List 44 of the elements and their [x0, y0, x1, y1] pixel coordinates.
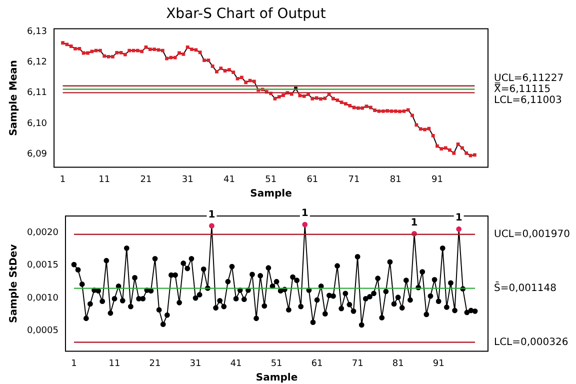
y-tick-label: 6,09: [26, 149, 48, 160]
x-tick-label: 41: [223, 174, 235, 185]
y-tick-label: 0,0020: [26, 228, 59, 238]
x-tick-label: 61: [311, 358, 323, 369]
x-tick-label: 91: [432, 358, 444, 369]
x-tick-label: 61: [306, 174, 318, 185]
x-tick-label: 11: [108, 358, 120, 369]
annotation: 1: [301, 208, 308, 220]
x-tick-label: 51: [270, 358, 282, 369]
chart-title: Xbar-S Chart of Output: [166, 6, 326, 22]
y-tick-label: 0,0015: [26, 260, 58, 271]
ref-line-label: S̄=0,001148: [494, 281, 556, 294]
x-tick-label: 51: [265, 174, 277, 185]
x-tick-label: 21: [140, 174, 152, 185]
x-tick-label: 81: [392, 358, 404, 369]
x-axis-title: Sample: [250, 188, 292, 200]
y-axis-title: Sample Mean: [8, 60, 20, 136]
ref-line-label: UCL=6,11227: [494, 72, 564, 84]
x-tick-label: 1: [60, 174, 66, 185]
x-tick-label: 91: [432, 174, 443, 185]
y-tick-label: 6,11: [26, 88, 48, 98]
x-axis-title: Sample: [256, 372, 298, 384]
x-tick-label: 41: [230, 358, 242, 369]
y-tick-label: 0,0005: [26, 326, 58, 336]
y-tick-label: 6,12: [26, 58, 48, 68]
annotation: 1: [455, 212, 462, 224]
x-tick-label: 71: [348, 174, 360, 185]
y-tick-label: 6,10: [26, 118, 48, 129]
x-tick-label: 21: [149, 358, 161, 369]
y-axis-title: Sample StDev: [8, 244, 20, 324]
ref-line-label: UCL=0,001970: [494, 228, 570, 240]
x-tick-label: 11: [98, 174, 110, 185]
y-tick-label: 0,0010: [26, 293, 59, 304]
ref-line-label: LCL=0,000326: [494, 336, 568, 348]
x-tick-label: 1: [71, 358, 77, 369]
x-tick-label: 71: [352, 358, 364, 369]
x-tick-label: 31: [190, 358, 202, 369]
annotation: 1: [410, 217, 418, 228]
x-tick-label: 31: [182, 174, 194, 185]
x-tick-label: 81: [390, 174, 402, 185]
annotation: 1: [208, 209, 216, 220]
ref-line-label: LCL=6,11003: [494, 94, 562, 106]
ref-line-label: X̿=6,11115: [494, 82, 551, 95]
y-tick-label: 6,13: [26, 26, 48, 37]
